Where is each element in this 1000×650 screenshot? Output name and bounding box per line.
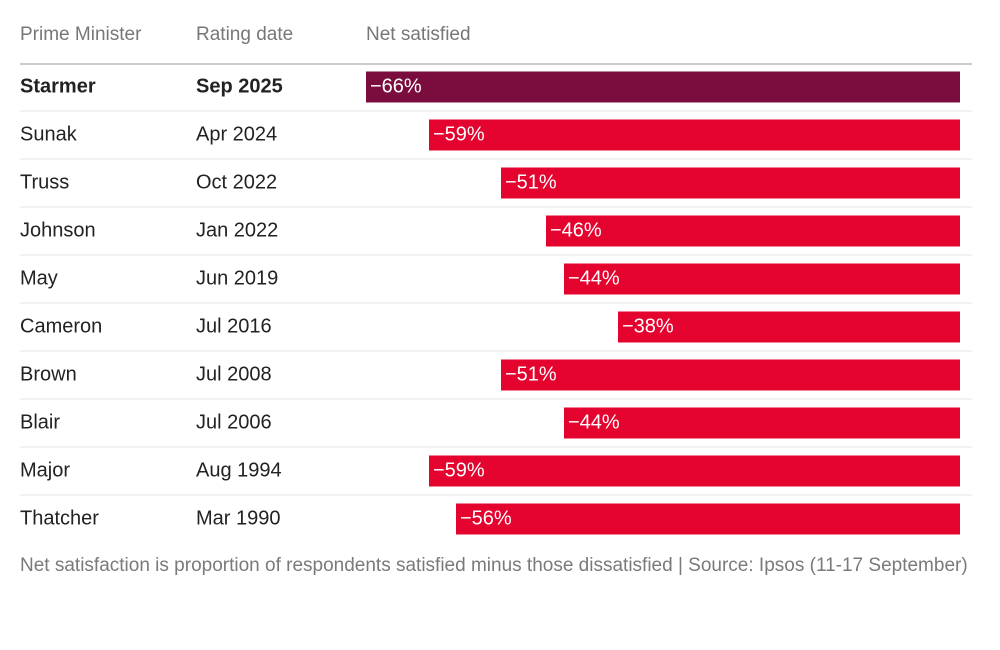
value-label: −51%	[505, 171, 557, 193]
rating-date: Jun 2019	[196, 267, 278, 289]
pm-name: Thatcher	[20, 507, 99, 529]
bar	[546, 215, 960, 247]
chart: Prime Minister Rating date Net satisfied St…	[20, 24, 972, 535]
pm-name: Cameron	[20, 315, 102, 337]
value-label: −38%	[622, 315, 674, 337]
rating-date: Apr 2024	[196, 123, 277, 145]
pm-name: Brown	[20, 363, 77, 385]
value-label: −66%	[370, 75, 422, 97]
bar	[564, 263, 960, 295]
pm-name: Major	[20, 459, 70, 481]
rating-date: Jul 2016	[196, 315, 272, 337]
column-header: Prime Minister	[20, 24, 142, 45]
pm-name: Blair	[20, 411, 60, 433]
bar	[501, 359, 960, 391]
pm-name: May	[20, 267, 58, 289]
pm-name: Sunak	[20, 123, 78, 145]
pm-name: Truss	[20, 171, 69, 193]
bar	[618, 311, 960, 343]
value-label: −44%	[568, 411, 620, 433]
rating-date: Jan 2022	[196, 219, 278, 241]
bar	[456, 503, 960, 535]
pm-name: Starmer	[20, 75, 96, 97]
column-header: Net satisfied	[366, 24, 471, 45]
rating-date: Jul 2006	[196, 411, 272, 433]
rating-date: Aug 1994	[196, 459, 282, 481]
rating-date: Jul 2008	[196, 363, 272, 385]
value-label: −59%	[433, 459, 485, 481]
value-label: −51%	[505, 363, 557, 385]
rating-date: Mar 1990	[196, 507, 281, 529]
value-label: −59%	[433, 123, 485, 145]
bar	[501, 167, 960, 199]
rating-date: Oct 2022	[196, 171, 277, 193]
column-header: Rating date	[196, 24, 293, 45]
bar	[429, 119, 960, 151]
footnote: Net satisfaction is proportion of respon…	[20, 555, 968, 576]
value-label: −56%	[460, 507, 512, 529]
bar	[564, 407, 960, 439]
value-label: −44%	[568, 267, 620, 289]
rating-date: Sep 2025	[196, 75, 283, 97]
bar	[429, 455, 960, 487]
value-label: −46%	[550, 219, 602, 241]
bar	[366, 71, 960, 103]
pm-name: Johnson	[20, 219, 96, 241]
